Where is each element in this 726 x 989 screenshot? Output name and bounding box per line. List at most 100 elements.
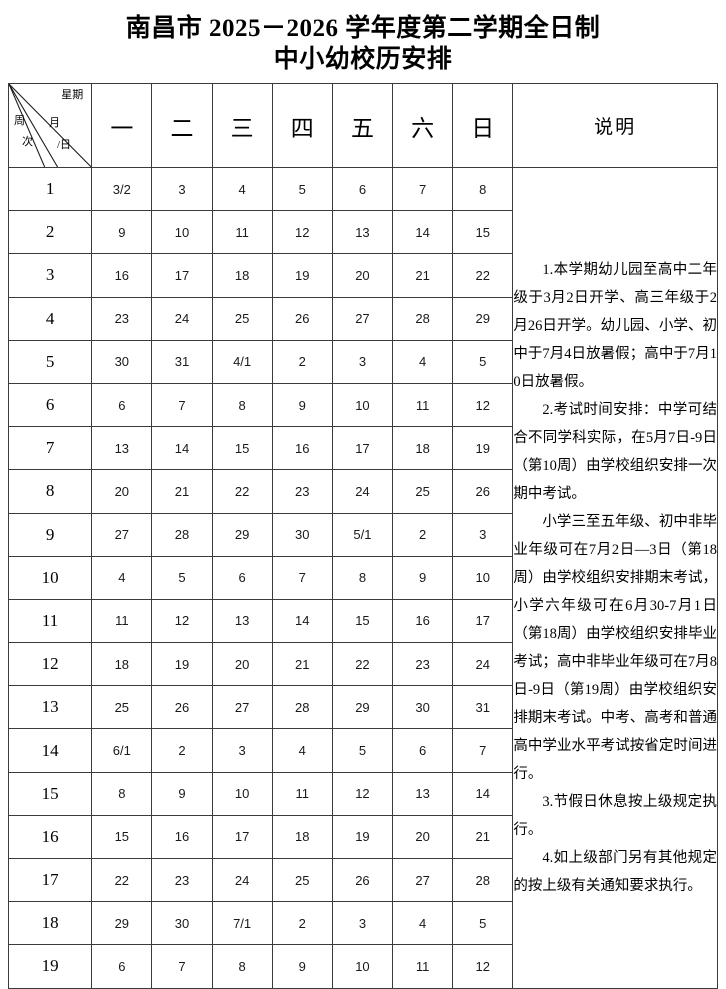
date-cell: 11 xyxy=(91,598,153,644)
date-cell: 17 xyxy=(452,598,514,644)
date-cell: 6 xyxy=(331,166,394,212)
date-cell: 28 xyxy=(392,296,454,341)
date-cell: 23 xyxy=(271,469,333,514)
date-cell: 20 xyxy=(331,253,394,298)
date-cell: 23 xyxy=(91,296,153,341)
date-cell: 4 xyxy=(91,555,153,600)
date-cell: 3/2 xyxy=(91,166,153,212)
date-cell: 27 xyxy=(91,512,153,557)
page-title-line-2: 中小幼校历安排 xyxy=(273,46,453,73)
week-number-cell: 17 xyxy=(7,857,93,903)
date-cell: 18 xyxy=(271,814,333,860)
date-cell: 6 xyxy=(91,944,153,989)
week-number-cell: 16 xyxy=(7,814,93,860)
date-cell: 15 xyxy=(91,814,153,860)
day-header-tuesday: 二 xyxy=(151,83,213,168)
date-cell: 13 xyxy=(331,210,394,255)
date-cell: 6 xyxy=(91,382,153,428)
date-cell: 12 xyxy=(151,598,213,644)
date-cell: 17 xyxy=(211,814,273,860)
date-cell: 11 xyxy=(392,382,454,428)
table-row: 12 18 19 20 21 22 23 24 xyxy=(7,642,718,687)
table-row: 11 11 12 13 14 15 16 17 xyxy=(7,598,718,644)
date-cell: 2 xyxy=(271,901,333,946)
date-cell: 10 xyxy=(151,210,213,255)
date-cell: 27 xyxy=(211,685,273,730)
day-header-saturday: 六 xyxy=(392,83,454,168)
date-cell: 21 xyxy=(151,469,213,514)
table-row: 16 15 16 17 18 19 20 21 xyxy=(7,814,718,860)
date-cell: 20 xyxy=(211,642,273,687)
note-paragraph: 小学三至五年级、初中非毕业年级可在7月2日—3日（第18周）由学校组织安排期末考… xyxy=(513,513,717,782)
date-cell: 12 xyxy=(452,382,514,428)
table-row: 1 3/2 3 4 5 6 7 8 1.本学期幼儿园至高中二年级于3月2日开学、高三年级于2月2… xyxy=(7,166,718,989)
date-cell: 2 xyxy=(151,728,213,773)
date-cell: 6/1 xyxy=(91,728,153,773)
date-cell: 7 xyxy=(151,944,213,989)
week-number-cell: 7 xyxy=(7,426,93,471)
date-cell: 25 xyxy=(392,469,454,514)
date-cell: 22 xyxy=(331,642,394,687)
table-row: 10 4 5 6 7 8 9 10 xyxy=(7,555,718,600)
date-cell: 4 xyxy=(211,166,273,212)
date-cell: 18 xyxy=(211,253,273,298)
diagonal-divider-icon xyxy=(9,84,91,167)
calendar-body: 1 3/2 3 4 5 6 7 8 1.本学期幼儿园至高中二年级于3月2日开学、高三年级于2月2… xyxy=(7,166,718,989)
date-cell: 22 xyxy=(211,469,273,514)
date-cell: 15 xyxy=(331,598,394,644)
date-cell: 21 xyxy=(392,253,454,298)
school-calendar-table: 星期 月 /日 周 次 一 二 三 四 五 六 日 说明 1 3/2 3 4 5 6 7 8 1… xyxy=(7,83,718,989)
date-cell: 7 xyxy=(452,728,514,773)
week-number-cell: 13 xyxy=(7,685,93,730)
date-cell: 17 xyxy=(151,253,213,298)
date-cell: 24 xyxy=(151,296,213,341)
date-cell: 6 xyxy=(392,728,454,773)
note-paragraph: 4.如上级部门另有其他规定的按上级有关通知要求执行。 xyxy=(513,849,717,894)
date-cell: 17 xyxy=(331,426,394,471)
date-cell: 11 xyxy=(392,944,454,989)
date-cell: 2 xyxy=(271,339,333,384)
date-cell: 19 xyxy=(271,253,333,298)
date-cell: 10 xyxy=(211,771,273,816)
date-cell: 30 xyxy=(151,901,213,946)
corner-label-month: 月 xyxy=(49,117,60,129)
table-row: 4 23 24 25 26 27 28 29 xyxy=(7,296,718,341)
notes-column-header: 说明 xyxy=(512,83,718,168)
table-row: 6 6 7 8 9 10 11 12 xyxy=(7,382,718,428)
date-cell: 11 xyxy=(211,210,273,255)
date-cell: 7/1 xyxy=(211,901,273,946)
date-cell: 12 xyxy=(271,210,333,255)
date-cell: 29 xyxy=(452,296,514,341)
date-cell: 19 xyxy=(151,642,213,687)
week-number-cell: 3 xyxy=(7,253,93,298)
date-cell: 25 xyxy=(271,857,333,903)
date-cell: 9 xyxy=(151,771,213,816)
table-row: 17 22 23 24 25 26 27 28 xyxy=(7,857,718,903)
date-cell: 3 xyxy=(331,901,394,946)
table-row: 14 6/1 2 3 4 5 6 7 xyxy=(7,728,718,773)
date-cell: 8 xyxy=(91,771,153,816)
date-cell: 3 xyxy=(331,339,394,384)
date-cell: 7 xyxy=(392,166,454,212)
week-number-cell: 11 xyxy=(7,598,93,644)
page-title: 南昌市 2025－2026 学年度第二学期全日制 中小幼校历安排 xyxy=(0,0,726,75)
date-cell: 16 xyxy=(91,253,153,298)
date-cell: 5/1 xyxy=(331,512,394,557)
date-cell: 31 xyxy=(151,339,213,384)
date-cell: 5 xyxy=(271,166,333,212)
week-number-cell: 8 xyxy=(7,469,93,514)
date-cell: 5 xyxy=(151,555,213,600)
date-cell: 21 xyxy=(452,814,514,860)
date-cell: 9 xyxy=(271,382,333,428)
week-number-cell: 6 xyxy=(7,382,93,428)
date-cell: 11 xyxy=(271,771,333,816)
date-cell: 3 xyxy=(211,728,273,773)
week-number-cell: 12 xyxy=(7,642,93,687)
page-title-line-1: 南昌市 2025－2026 学年度第二学期全日制 xyxy=(125,15,601,42)
date-cell: 28 xyxy=(452,857,514,903)
date-cell: 8 xyxy=(331,555,394,600)
date-cell: 16 xyxy=(271,426,333,471)
table-row: 15 8 9 10 11 12 13 14 xyxy=(7,771,718,816)
date-cell: 13 xyxy=(392,771,454,816)
date-cell: 15 xyxy=(452,210,514,255)
